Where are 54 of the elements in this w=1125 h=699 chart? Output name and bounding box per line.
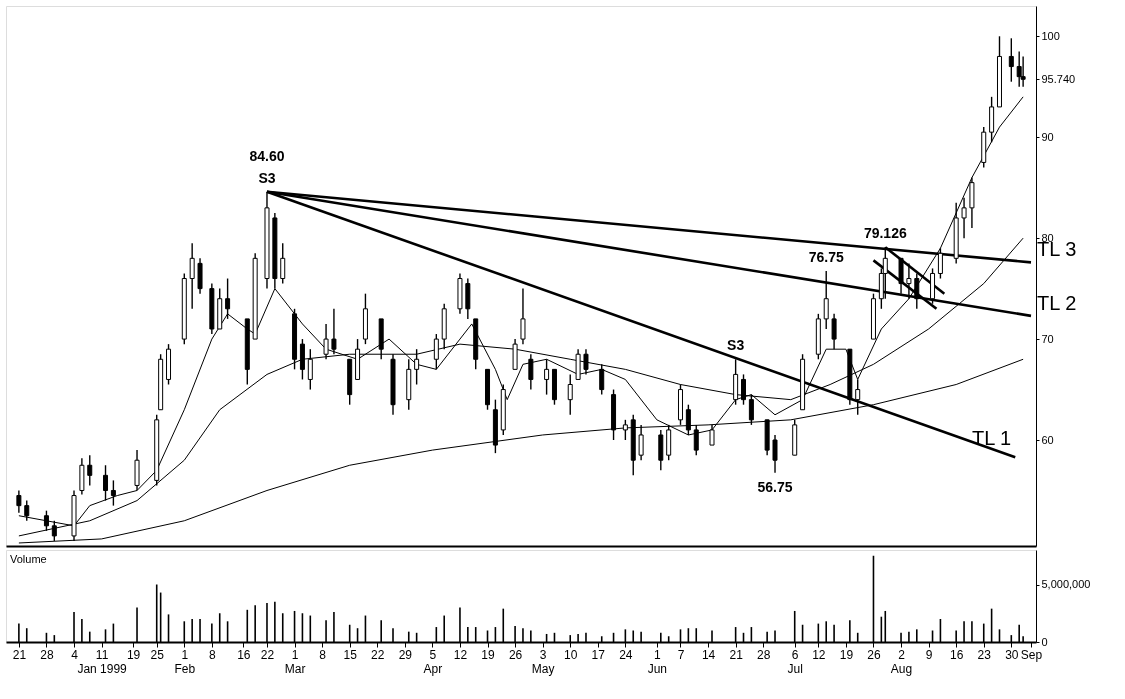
x-tick-label: 28 — [757, 647, 771, 662]
x-tick-label: 21 — [12, 647, 27, 662]
annotation: 56.75 — [757, 478, 793, 495]
x-tick-label: 2 Aug — [890, 647, 913, 676]
x-tick-label: 22 — [371, 647, 385, 662]
x-tick-label: 28 — [40, 647, 54, 662]
y-tick-label: 80 — [1041, 231, 1054, 244]
x-tick-label: 23 — [977, 647, 992, 662]
x-tick-label: 19 — [839, 647, 854, 662]
annotation: S3 — [727, 337, 745, 354]
x-tick-label: 11 Jan 1999 — [77, 647, 128, 676]
x-tick-label: 17 — [591, 647, 606, 662]
y-tick-label: 70 — [1041, 332, 1054, 345]
y-tick-label: 95.740 — [1041, 72, 1076, 85]
x-tick-label: 26 — [867, 647, 881, 662]
x-tick-label: 1 Feb — [174, 647, 196, 676]
x-tick-label: 29 — [398, 647, 413, 662]
annotation: 79.126 — [863, 224, 907, 241]
series-label: TL 2 — [1037, 291, 1077, 314]
y-tick-label: 100 — [1041, 29, 1060, 42]
x-tick-label: 21 — [729, 647, 744, 662]
x-tick-label: 12 — [453, 647, 468, 662]
x-tick-label: 12 — [812, 647, 826, 662]
annotation: 84.60 — [249, 147, 285, 164]
x-tick-label: Sep — [1020, 647, 1043, 662]
x-tick-label: 1 Jun — [647, 647, 668, 676]
x-tick-label: 19 — [481, 647, 496, 662]
y-tick-label: 5,000,000 — [1041, 578, 1091, 590]
x-tick-label: 7 — [677, 647, 685, 662]
x-tick-label: 1 Mar — [284, 647, 306, 676]
x-tick-label: 16 — [949, 647, 964, 662]
annotation: 76.75 — [808, 248, 844, 265]
x-tick-label: 8 — [319, 647, 327, 662]
x-tick-label: 16 — [237, 647, 251, 662]
x-tick-label: 9 — [925, 647, 933, 662]
x-tick-label: 30 — [1005, 647, 1019, 662]
x-tick-label: 4 — [71, 647, 79, 662]
y-tick-label: 0 — [1041, 635, 1048, 648]
x-tick-label: 8 — [209, 647, 217, 662]
x-tick-label: 14 — [701, 647, 716, 662]
x-tick-label: 22 — [260, 647, 275, 662]
y-tick-label: 90 — [1041, 130, 1054, 143]
x-tick-label: 3 May — [531, 647, 555, 676]
chart-title: Volume — [10, 553, 47, 565]
x-tick-label: 10 — [564, 647, 578, 662]
annotation: S3 — [258, 169, 276, 186]
y-tick-label: 60 — [1041, 433, 1054, 446]
x-tick-label: 6 Jul — [787, 647, 803, 676]
x-tick-label: 26 — [508, 647, 523, 662]
x-tick-label: 19 — [126, 647, 141, 662]
x-tick-label: 24 — [619, 647, 633, 662]
x-tick-label: 25 — [150, 647, 165, 662]
x-tick-label: 5 Apr — [423, 647, 443, 676]
x-tick-label: 15 — [343, 647, 358, 662]
